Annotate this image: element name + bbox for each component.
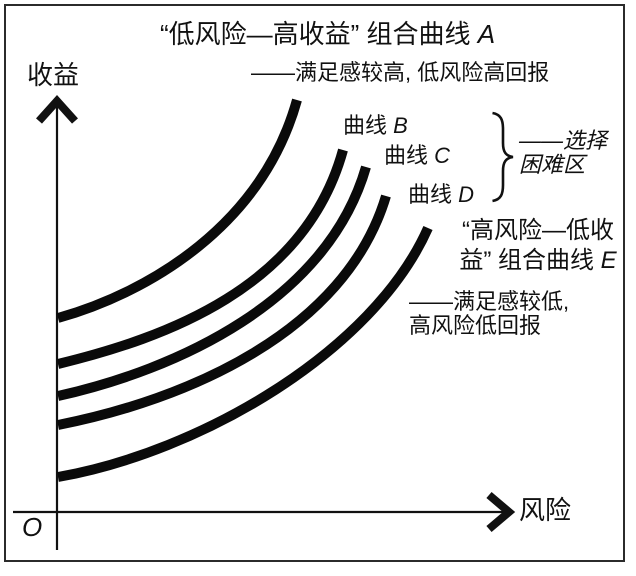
curve-e-label-line2: 益” 组合曲线 E: [438, 246, 636, 276]
y-axis-label: 收益: [27, 60, 80, 90]
origin-label: O: [22, 512, 43, 542]
curve-c-label-text: 曲线: [384, 143, 435, 168]
curve-e-label-line1: “高风险—低收: [462, 217, 614, 244]
curve-c-label: 曲线 C: [384, 143, 450, 168]
curve-a-line: [56, 98, 302, 323]
difficult-choice-zone-note: ——选择 困难区: [519, 129, 607, 177]
curve-e-note: ——满足感较低, 高风险低回报: [409, 290, 569, 338]
difficult-choice-zone-line2: 困难区: [519, 152, 586, 177]
curve-d-line: [57, 194, 391, 430]
curve-c-line: [56, 165, 371, 401]
curve-b-label-variable: B: [393, 113, 408, 138]
curve-e-note-line2: 高风险低回报: [409, 313, 542, 338]
curve-b-label: 曲线 B: [343, 113, 408, 138]
curve-e-label: “高风险—低收 益” 组合曲线 E: [438, 216, 636, 276]
curve-b-line: [56, 148, 348, 369]
curve-e-line: [57, 225, 433, 482]
curve-d-label-variable: D: [458, 182, 475, 207]
difficult-choice-zone-line1: ——选择: [519, 128, 608, 153]
diagram-frame: [4, 4, 625, 562]
x-axis-arrow-icon: [486, 491, 516, 533]
curve-e-note-line1: ——满足感较低,: [409, 289, 570, 314]
y-axis-arrow-icon: [36, 95, 78, 124]
diagram-title-text: “低风险—高收益” 组合曲线: [160, 19, 478, 49]
diagram-title-variable: A: [477, 19, 496, 49]
curve-d-label: 曲线 D: [408, 182, 474, 207]
curve-b-label-text: 曲线: [343, 113, 394, 138]
diagram-title: “低风险—高收益” 组合曲线 A: [160, 19, 496, 50]
curve-a-note: ——满足感较高, 低风险高回报: [251, 60, 550, 85]
grouping-brace-icon: [492, 111, 514, 203]
curve-e-label-variable: E: [600, 247, 617, 274]
x-axis-label: 风险: [519, 495, 572, 525]
curve-e-label-line2-text: 益” 组合曲线: [459, 247, 601, 274]
curve-d-label-text: 曲线: [408, 182, 459, 207]
curve-c-label-variable: C: [434, 143, 451, 168]
